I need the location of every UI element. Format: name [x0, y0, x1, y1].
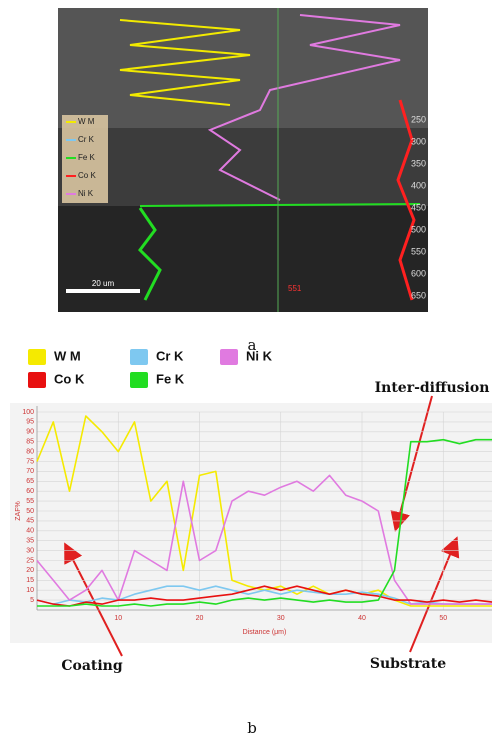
sem-image: 20 um 551	[58, 8, 428, 312]
y-tick-label: 5	[30, 597, 34, 604]
sem-legend-label: Fe K	[78, 153, 96, 162]
y-tick-label: 15	[26, 577, 34, 584]
depth-label: 600	[411, 268, 426, 278]
y-tick-label: 45	[26, 518, 34, 525]
scale-bar	[66, 289, 140, 293]
legend-swatch	[28, 349, 46, 365]
y-tick-label: 55	[26, 498, 34, 505]
sem-scan-fe-jump	[139, 203, 421, 207]
y-tick-label: 35	[26, 538, 34, 545]
y-tick-label: 60	[26, 488, 34, 495]
series-line	[37, 438, 492, 607]
scale-bar-label: 20 um	[92, 279, 115, 288]
y-tick-label: 75	[26, 458, 34, 465]
sem-scan-co	[396, 99, 416, 301]
x-tick-label: 20	[196, 615, 204, 622]
y-tick-label: 30	[26, 547, 34, 554]
y-tick-label: 90	[26, 429, 34, 436]
depth-label: 650	[411, 290, 426, 300]
y-tick-label: 20	[26, 567, 34, 574]
sem-scan-fe	[138, 207, 162, 301]
y-tick-label: 80	[26, 448, 34, 455]
arrow	[409, 536, 460, 653]
depth-label: 250	[411, 114, 426, 124]
depth-label: 300	[411, 136, 426, 146]
legend-swatch	[220, 349, 238, 365]
y-tick-label: 25	[26, 557, 34, 564]
legend-label: W M	[54, 348, 81, 363]
y-tick-label: 50	[26, 508, 34, 515]
annotation: Substrate	[370, 656, 446, 672]
sem-scan-w	[119, 19, 251, 106]
legend-label: Co K	[54, 371, 85, 386]
sem-legend-label: Co K	[78, 171, 96, 180]
depth-label: 350	[411, 158, 426, 168]
y-tick-label: 95	[26, 419, 34, 426]
sem-substrate	[58, 206, 428, 312]
y-tick-label: 40	[26, 528, 34, 535]
y-tick-label: 70	[26, 468, 34, 475]
depth-label: 550	[411, 246, 426, 256]
x-axis-label: Distance (μm)	[243, 629, 287, 636]
sem-coating-mid	[58, 128, 428, 206]
sem-legend-label: W M	[78, 117, 95, 126]
y-tick-label: 85	[26, 439, 34, 446]
y-tick-label: 100	[22, 409, 34, 416]
marker-label: 551	[288, 284, 302, 293]
y-tick-label: 10	[26, 587, 34, 594]
series-line	[36, 585, 493, 607]
sem-scan-ni	[207, 14, 401, 201]
y-tick-label: 65	[26, 478, 34, 485]
arrow	[64, 542, 123, 657]
sem-legend-label: Ni K	[78, 189, 94, 198]
legend-swatch	[28, 372, 46, 388]
sem-legend-label: Cr K	[78, 135, 95, 144]
legend-swatch	[130, 372, 148, 388]
caption-a: a	[248, 336, 257, 354]
x-tick-label: 30	[277, 615, 285, 622]
x-tick-label: 40	[358, 615, 366, 622]
legend-label: Fe K	[156, 371, 185, 386]
legend-label: Ni K	[246, 348, 273, 363]
y-axis-label: ZAF%	[15, 501, 22, 520]
x-tick-label: 10	[114, 615, 122, 622]
x-tick-label: 50	[439, 615, 447, 622]
annotation: Inter-diffusion	[375, 380, 490, 396]
legend-swatch	[130, 349, 148, 365]
depth-label: 400	[411, 180, 426, 190]
annotation: Coating	[61, 658, 123, 674]
caption-b: b	[247, 719, 257, 737]
depth-label: 500	[411, 224, 426, 234]
depth-label: 450	[411, 202, 426, 212]
series-line	[36, 474, 492, 605]
sem-coating-top	[58, 8, 428, 128]
legend-label: Cr K	[156, 348, 184, 363]
